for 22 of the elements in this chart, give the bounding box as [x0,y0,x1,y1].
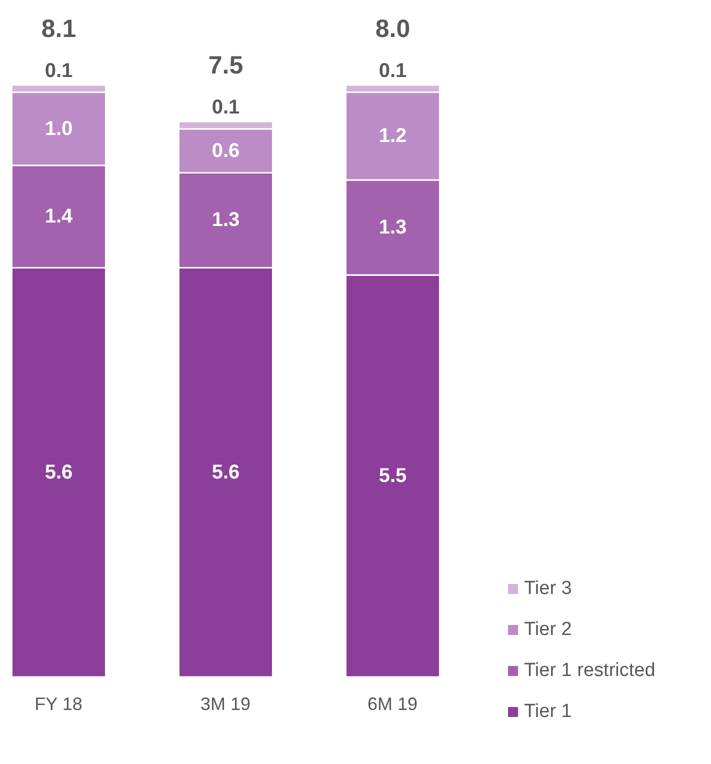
data-label: 0.1 [44,60,73,82]
data-label: 5.5 [378,465,407,488]
data-label: 0.1 [378,60,407,82]
legend-label: Tier 2 [524,618,572,640]
data-label: 5.6 [44,461,73,484]
legend-label: Tier 3 [524,578,572,600]
data-label: 1.3 [378,216,407,239]
data-label: 0.6 [212,140,240,162]
data-label: 1.2 [378,125,407,148]
x-tick-label: FY 18 [34,694,82,714]
data-label: 1.3 [212,209,240,232]
data-label: 1.0 [44,118,73,140]
x-tick-label: 3M 19 [200,694,251,714]
total-label: 8.0 [375,15,410,43]
legend-label: Tier 1 [524,700,572,722]
legend-label: Tier 1 restricted [524,660,656,682]
total-label: 8.1 [41,15,76,43]
data-label: 0.1 [212,96,240,119]
data-label: 5.6 [212,461,240,484]
data-label: 1.4 [44,206,74,228]
total-label: 7.5 [208,52,244,80]
x-tick-label: 6M 19 [367,694,418,714]
